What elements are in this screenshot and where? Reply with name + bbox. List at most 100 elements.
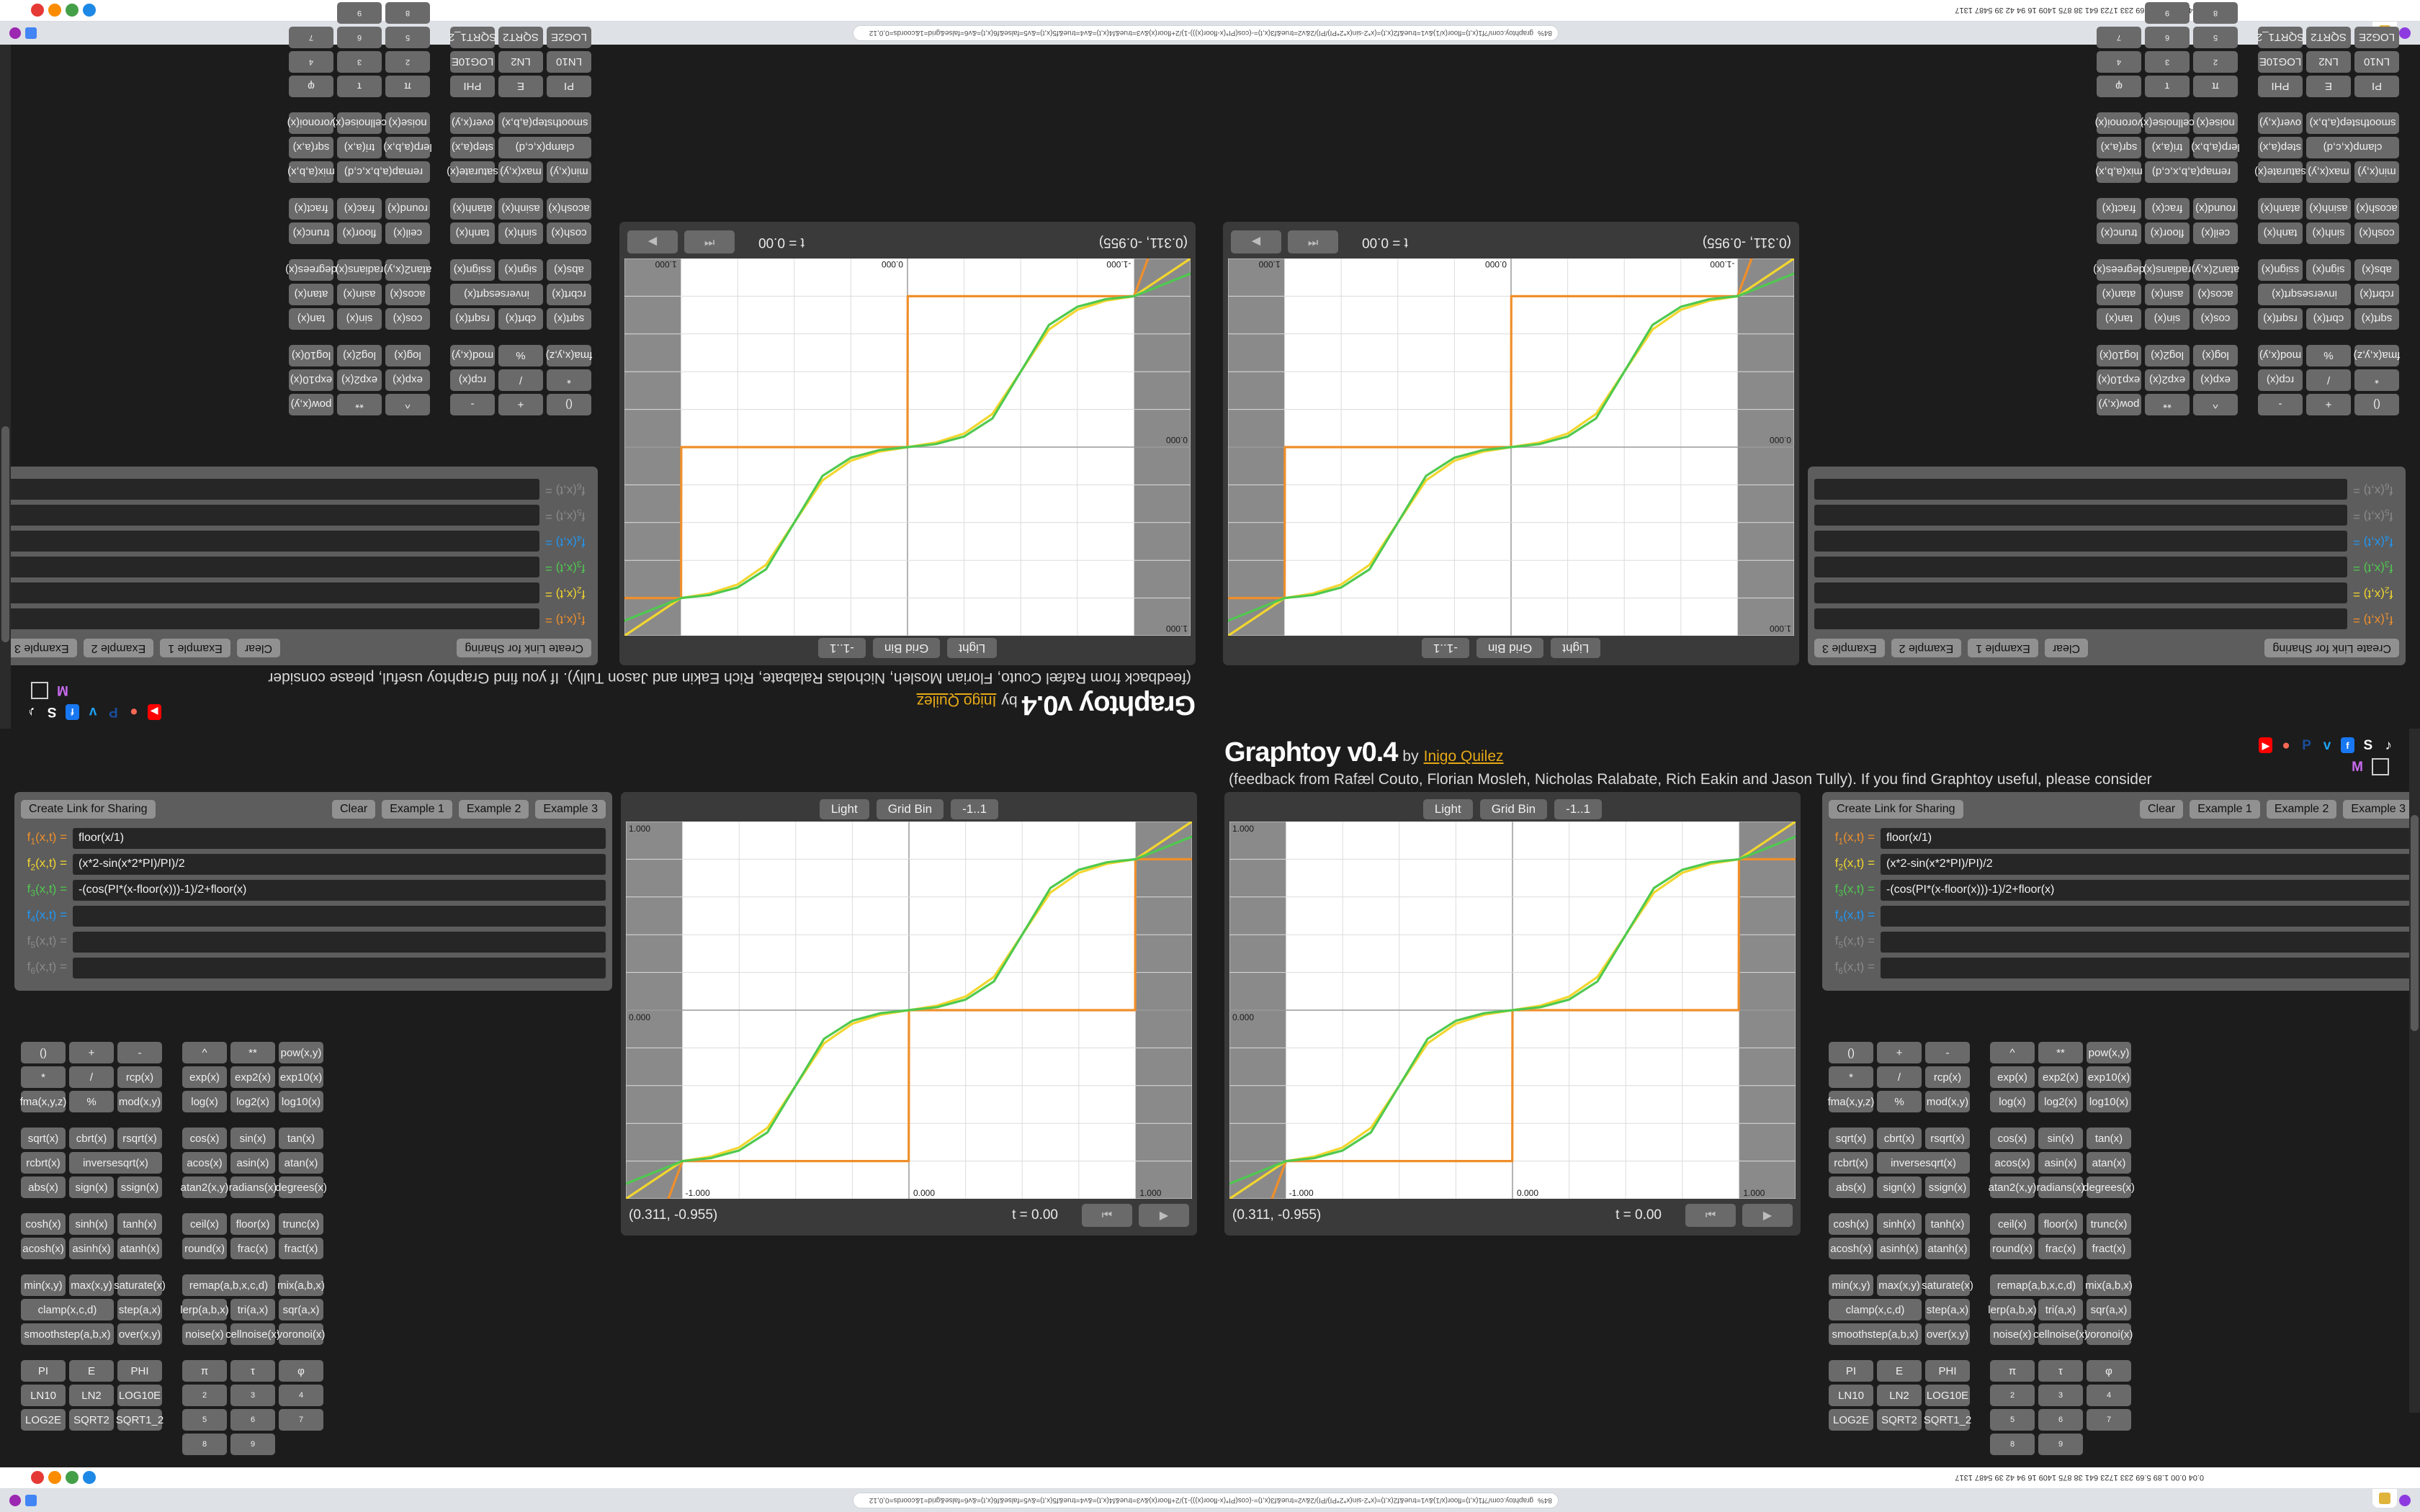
graph-canvas[interactable]: 1.000 0.000 -1.000 0.000 1.000: [1228, 258, 1794, 636]
create-link-button[interactable]: Create Link for Sharing: [2264, 639, 2399, 657]
keypad-button-e[interactable]: E: [69, 1360, 114, 1382]
formula-input-f2[interactable]: [73, 853, 606, 875]
keypad-button-[interactable]: %: [69, 1091, 114, 1112]
play-button[interactable]: ▶: [1742, 1204, 1793, 1227]
keypad-button-[interactable]: +: [69, 1042, 114, 1063]
keypad-button-atanhx[interactable]: atanh(x): [450, 198, 495, 220]
keypad-button-log2e[interactable]: LOG2E: [1829, 1409, 1873, 1431]
keypad-button-cellnoisex[interactable]: cellnoise(x): [332, 112, 387, 134]
keypad-button-8[interactable]: 8: [1990, 1434, 2035, 1455]
keypad-button-sqrt12[interactable]: SQRT1_2: [1924, 1409, 1971, 1431]
keypad-button-[interactable]: /: [2306, 369, 2351, 391]
keypad-button-[interactable]: φ: [279, 1360, 323, 1382]
keypad-button-overxy[interactable]: over(x,y): [1925, 1323, 1970, 1345]
formula-input-f2[interactable]: [1881, 853, 2414, 875]
keypad-button-inversesqrtx[interactable]: inversesqrt(x): [69, 1152, 162, 1174]
keypad-button-exp10x[interactable]: exp10(x): [289, 369, 333, 391]
function-keypad-right[interactable]: () + - ^ ** pow(x,y) * / rcp(x) exp(x) exp2(x) exp1…: [1822, 1042, 2420, 1467]
keypad-button-atanx[interactable]: atan(x): [2097, 284, 2141, 305]
profile-icon[interactable]: [9, 1495, 21, 1506]
formula-input-f3[interactable]: [6, 557, 539, 578]
keypad-button-log10x[interactable]: log10(x): [279, 1091, 323, 1112]
keypad-button-degreesx[interactable]: degrees(x): [285, 259, 337, 281]
keypad-button-rcpx[interactable]: rcp(x): [450, 369, 495, 391]
keypad-button-9[interactable]: 9: [337, 2, 382, 24]
keypad-button-lerpabx[interactable]: lerp(a,b,x): [2191, 137, 2240, 158]
graph-toolbar[interactable]: Light Grid Bin -1..1: [1229, 797, 1796, 822]
example-2-button[interactable]: Example 2: [2266, 800, 2337, 819]
keypad-button-cosx[interactable]: cos(x): [2193, 308, 2238, 330]
keypad-button-roundx[interactable]: round(x): [1990, 1238, 2035, 1259]
keypad-button-[interactable]: π: [2193, 76, 2238, 97]
keypad-button-acosx[interactable]: acos(x): [385, 284, 430, 305]
grid-bin-button[interactable]: Grid Bin: [1476, 638, 1544, 658]
keypad-button-atanhx[interactable]: atanh(x): [117, 1238, 162, 1259]
light-toggle-button[interactable]: Light: [819, 799, 869, 819]
keypad-button-3[interactable]: 3: [2038, 1385, 2083, 1406]
keypad-button-sqrt2[interactable]: SQRT2: [69, 1409, 114, 1431]
play-button[interactable]: ▶: [627, 230, 678, 253]
keypad-button-[interactable]: *: [547, 369, 591, 391]
keypad-button-6[interactable]: 6: [2038, 1409, 2083, 1431]
keypad-button-lerpabx[interactable]: lerp(a,b,x): [180, 1299, 229, 1320]
bookmarks-bar[interactable]: 0.04 0.00 1.89 5.69 233 1723 641 38 875 …: [0, 1467, 2420, 1489]
keypad-button-voronoix[interactable]: voronoi(x): [2095, 112, 2143, 134]
keypad-button-signx[interactable]: sign(x): [1877, 1176, 1922, 1198]
shadertoy-icon[interactable]: S: [2363, 737, 2373, 753]
keypad-button-logx[interactable]: log(x): [182, 1091, 227, 1112]
keypad-button-sinx[interactable]: sin(x): [337, 308, 382, 330]
keypad-button-stepax[interactable]: step(a,x): [1925, 1299, 1970, 1320]
keypad-button-floorx[interactable]: floor(x): [2038, 1213, 2083, 1235]
formula-row[interactable]: f1(x,t) =: [1814, 608, 2399, 631]
keypad-button-saturatex[interactable]: saturate(x): [114, 1274, 166, 1296]
keypad-button-log10x[interactable]: log10(x): [289, 345, 333, 366]
formula-input-f4[interactable]: [1881, 905, 2414, 927]
keypad-button-[interactable]: %: [498, 345, 543, 366]
keypad-button-tanhx[interactable]: tanh(x): [450, 222, 495, 244]
clear-button[interactable]: Clear: [2044, 639, 2089, 657]
formula-row[interactable]: f6(x,t) =: [21, 956, 606, 979]
keypad-button-noisex[interactable]: noise(x): [385, 112, 430, 134]
clear-button[interactable]: Clear: [331, 800, 376, 819]
keypad-button-absx[interactable]: abs(x): [1829, 1176, 1873, 1198]
keypad-button-cbrtx[interactable]: cbrt(x): [69, 1128, 114, 1149]
keypad-button-asinhx[interactable]: asinh(x): [498, 198, 543, 220]
keypad-button-remapabxcd[interactable]: remap(a,b,x,c,d): [2145, 161, 2238, 183]
keypad-button-rcpx[interactable]: rcp(x): [2258, 369, 2303, 391]
keypad-button-maxxy[interactable]: max(x,y): [2306, 161, 2351, 183]
keypad-button-overxy[interactable]: over(x,y): [117, 1323, 162, 1345]
keypad-button-fracx[interactable]: frac(x): [230, 1238, 275, 1259]
keypad-button-logx[interactable]: log(x): [2193, 345, 2238, 366]
formula-row[interactable]: f6(x,t) =: [6, 478, 591, 501]
keypad-button-cosx[interactable]: cos(x): [385, 308, 430, 330]
keypad-button-ceilx[interactable]: ceil(x): [2193, 222, 2238, 244]
keypad-button-[interactable]: φ: [2087, 1360, 2131, 1382]
address-bar[interactable]: 84% graphtoy.com/?f1(x,t)=floor(x/1)&v1=…: [853, 1493, 1559, 1508]
keypad-button-tanx[interactable]: tan(x): [2097, 308, 2141, 330]
keypad-button-floorx[interactable]: floor(x): [2145, 222, 2190, 244]
keypad-button-voronoix[interactable]: voronoi(x): [277, 1323, 325, 1345]
mastodon-icon[interactable]: M: [2352, 759, 2363, 775]
light-toggle-button[interactable]: Light: [1551, 638, 1601, 658]
keypad-button-4[interactable]: 4: [2087, 1385, 2131, 1406]
keypad-button-fmaxyz[interactable]: fma(x,y,z): [1828, 1091, 1874, 1112]
keypad-button-floorx[interactable]: floor(x): [230, 1213, 275, 1235]
formula-input-f5[interactable]: [73, 931, 606, 953]
keypad-button-log2e[interactable]: LOG2E: [2354, 27, 2399, 48]
formula-input-f3[interactable]: [1881, 879, 2414, 901]
graph-panel-left[interactable]: Light Grid Bin -1..1 1.000 0.000 -1.000 0.0…: [621, 792, 1197, 1236]
keypad-button-[interactable]: τ: [337, 76, 382, 97]
keypad-button-2[interactable]: 2: [182, 1385, 227, 1406]
keypad-button-[interactable]: τ: [2038, 1360, 2083, 1382]
bookmark-favicon[interactable]: [31, 1471, 44, 1485]
keypad-button-8[interactable]: 8: [182, 1434, 227, 1455]
keypad-button-sqrt2[interactable]: SQRT2: [1877, 1409, 1922, 1431]
keypad-button-radiansx[interactable]: radians(x): [2143, 259, 2191, 281]
keypad-button-[interactable]: /: [1877, 1066, 1922, 1088]
formula-row[interactable]: f4(x,t) =: [1829, 904, 2414, 927]
graph-canvas[interactable]: 1.000 0.000 -1.000 0.000 1.000: [626, 822, 1192, 1199]
example-3-button[interactable]: Example 3: [1814, 639, 1885, 657]
keypad-button-tanx[interactable]: tan(x): [2087, 1128, 2131, 1149]
keypad-button-phi[interactable]: PHI: [117, 1360, 162, 1382]
bookmark-favicon[interactable]: [66, 1471, 79, 1485]
